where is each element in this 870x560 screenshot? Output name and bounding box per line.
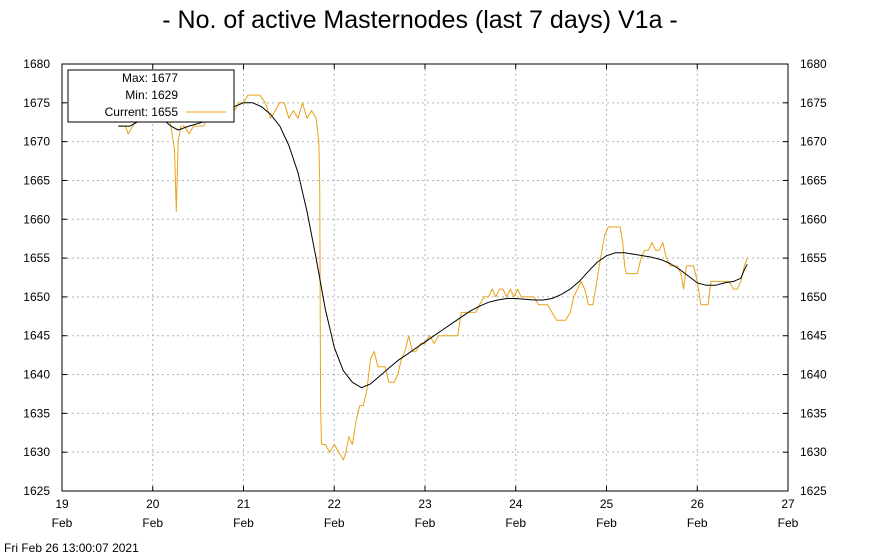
- x-tick-label-day: 26: [691, 497, 705, 511]
- plot-border: [61, 63, 789, 492]
- y-tick-label-right: 1665: [800, 173, 827, 187]
- smoothed-series-line: [118, 102, 748, 389]
- y-tick-label-right: 1655: [800, 251, 827, 265]
- legend-min: Min: 1629: [125, 88, 178, 102]
- y-tick-label-right: 1645: [800, 329, 827, 343]
- y-tick-label-left: 1645: [23, 329, 50, 343]
- series-lines: [118, 86, 748, 461]
- y-tick-label-right: 1635: [800, 406, 827, 420]
- x-tick-label-day: 24: [509, 497, 523, 511]
- y-tick-label-right: 1630: [800, 445, 827, 459]
- y-tick-label-right: 1675: [800, 96, 827, 110]
- footer-timestamp: Fri Feb 26 13:00:07 2021: [4, 541, 139, 555]
- x-tick-label-day: 22: [328, 497, 342, 511]
- x-tick-label-month: Feb: [596, 516, 617, 530]
- axis-ticks: 1625 1625 1630 1630 1635 1635 1640 1640 1645 1645…: [23, 57, 827, 530]
- y-tick-label-right: 1680: [800, 57, 827, 71]
- grid-lines: [62, 64, 788, 491]
- legend-current: Current: 1655: [105, 105, 179, 119]
- y-tick-label-left: 1655: [23, 251, 50, 265]
- raw-series-line: [118, 86, 748, 461]
- y-tick-label-right: 1640: [800, 368, 827, 382]
- x-tick-label-day: 20: [146, 497, 160, 511]
- legend-box: [67, 69, 235, 123]
- y-tick-label-left: 1630: [23, 445, 50, 459]
- y-tick-label-left: 1650: [23, 290, 50, 304]
- x-tick-label-month: Feb: [505, 516, 526, 530]
- x-tick-label-day: 21: [237, 497, 251, 511]
- y-tick-label-left: 1680: [23, 57, 50, 71]
- y-tick-label-left: 1665: [23, 173, 50, 187]
- x-tick-label-month: Feb: [415, 516, 436, 530]
- x-tick-label-day: 25: [600, 497, 614, 511]
- x-tick-label-month: Feb: [52, 516, 73, 530]
- x-tick-label-month: Feb: [687, 516, 708, 530]
- x-tick-label-month: Feb: [324, 516, 345, 530]
- y-tick-label-right: 1670: [800, 135, 827, 149]
- x-tick-label-day: 19: [55, 497, 69, 511]
- y-tick-label-left: 1670: [23, 135, 50, 149]
- x-tick-label-month: Feb: [142, 516, 163, 530]
- x-tick-label-month: Feb: [233, 516, 254, 530]
- y-tick-label-left: 1675: [23, 96, 50, 110]
- legend-max: Max: 1677: [122, 71, 178, 85]
- chart-title: - No. of active Masternodes (last 7 days…: [162, 6, 678, 34]
- plot-frame: [61, 63, 789, 492]
- x-tick-label-day: 23: [418, 497, 432, 511]
- x-tick-label-month: Feb: [778, 516, 799, 530]
- y-tick-label-right: 1660: [800, 212, 827, 226]
- legend: Max: 1677 Min: 1629 Current: 1655: [67, 69, 235, 123]
- y-tick-label-left: 1640: [23, 368, 50, 382]
- y-tick-label-right: 1650: [800, 290, 827, 304]
- y-tick-label-left: 1660: [23, 212, 50, 226]
- y-tick-label-right: 1625: [800, 484, 827, 498]
- y-tick-label-left: 1625: [23, 484, 50, 498]
- y-tick-label-left: 1635: [23, 406, 50, 420]
- x-tick-label-day: 27: [781, 497, 795, 511]
